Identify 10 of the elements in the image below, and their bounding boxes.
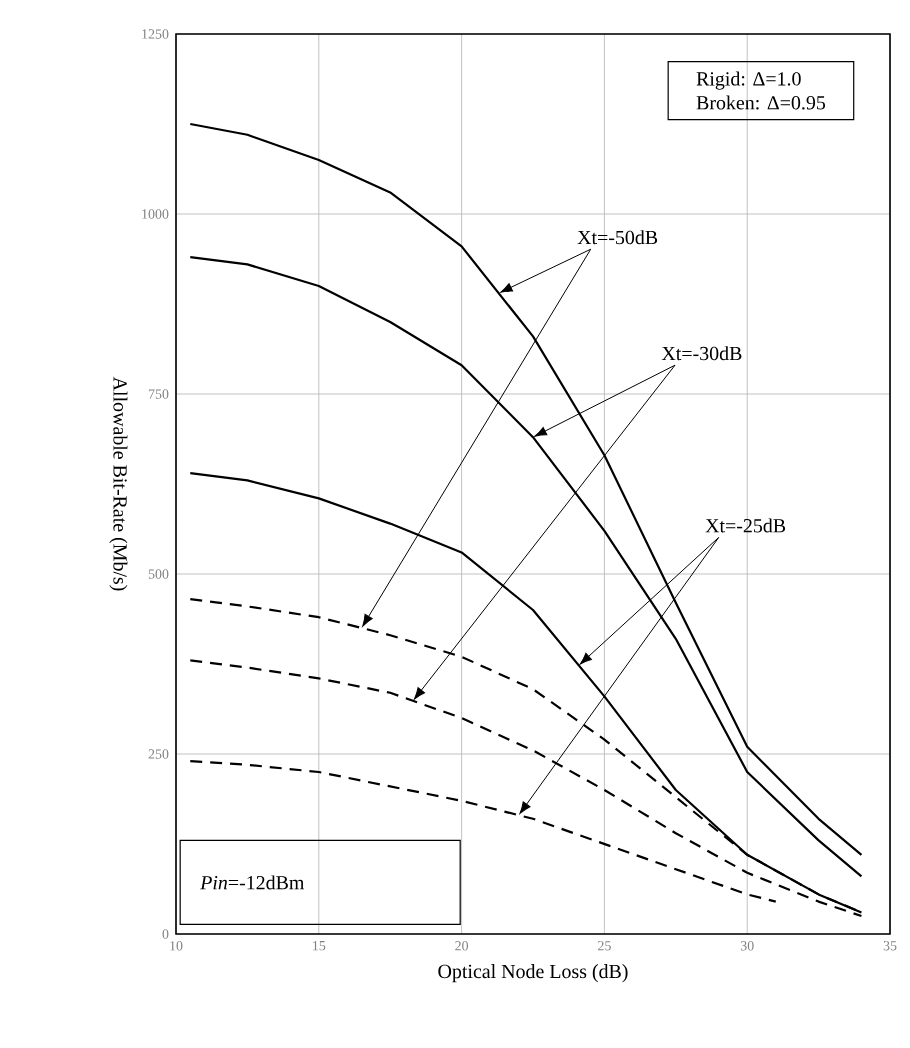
annotation: Xt=-50dB <box>577 230 658 245</box>
annotation: Rigid: Δ=1.0 <box>696 71 801 90</box>
annotation: Pin=-12dBm <box>200 875 305 890</box>
annotation: Xt=-30dB <box>661 346 742 361</box>
line-series <box>189 256 863 878</box>
annotation: Broken: Δ=0.95 <box>696 95 826 110</box>
y-axis-title: Allowable Bit-Rate (Mb/s) <box>109 376 128 591</box>
line-series <box>189 122 863 856</box>
x-axis-title: Optical Node Loss (dB) <box>438 964 628 983</box>
annotation: Xt=-25dB <box>705 518 786 533</box>
